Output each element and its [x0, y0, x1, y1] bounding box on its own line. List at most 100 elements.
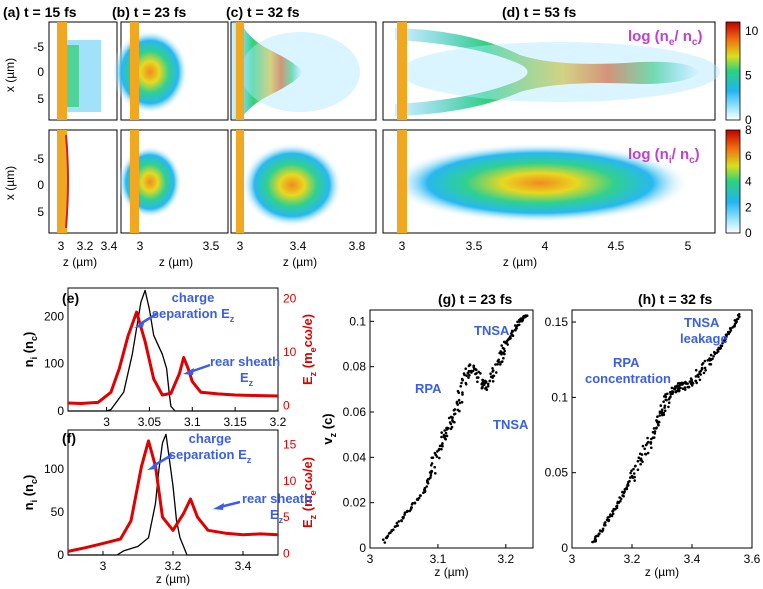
panel-h-point — [621, 490, 624, 494]
panel-g-xtick-2: 3.2 — [497, 552, 514, 566]
xtick-c-1: 3.4 — [290, 239, 307, 253]
panel-e-ytick-left-0: 0 — [57, 404, 64, 418]
panel-g-xtick-1: 3.1 — [430, 552, 447, 566]
panel-f-ytick-left-2: 100 — [44, 462, 64, 476]
panel-g-point — [453, 412, 457, 416]
panel-h-point — [699, 373, 702, 376]
title-b: (b) t = 23 fs — [112, 4, 187, 20]
panel-h-point — [636, 459, 640, 463]
annot-g-tnsa-bottom: TNSA — [493, 417, 529, 432]
panel-g-point — [499, 363, 502, 366]
panel-a-top-foil — [57, 22, 67, 120]
panel-h-point — [704, 369, 707, 372]
panel-h-xlabel: z (µm) — [645, 565, 679, 579]
panel-g-point — [451, 418, 454, 422]
annot-h-concentration: concentration — [585, 371, 671, 386]
panel-h-point — [647, 440, 650, 444]
panel-g-point — [445, 434, 449, 438]
panel-h-point — [683, 388, 687, 391]
panel-g-point — [467, 364, 471, 368]
panel-g-point — [430, 469, 433, 473]
annot-f-sheath-e: Ez — [270, 507, 284, 525]
panel-h-point — [597, 532, 601, 536]
panel-h-point — [683, 386, 687, 389]
panel-f-series-n_i — [68, 433, 278, 556]
xlabel-c: z (µm) — [283, 255, 317, 269]
xtick-d-2: 4 — [542, 239, 549, 253]
panel-h-point — [658, 414, 661, 417]
panel-h-point — [644, 452, 647, 456]
panel-h-point — [643, 447, 646, 451]
panel-h-point — [713, 350, 716, 354]
panel-f-ytick-right-1: 5 — [283, 510, 290, 524]
annot-h-tnsa: TNSA — [684, 315, 720, 330]
panel-e-ytick-right-1: 10 — [283, 345, 297, 359]
annot-e-charge: charge — [172, 290, 215, 305]
panel-h-point — [622, 494, 625, 498]
panel-h-point — [700, 368, 704, 371]
title-a: (a) t = 15 fs — [3, 4, 77, 20]
panel-h-point — [694, 368, 698, 372]
panel-e: 3 3.05 3.1 3.15 3.2 0 100 200 0 10 20 ni (nc) Ez (me… — [21, 287, 318, 429]
colorbar-top-ticks: 0 5 10 — [745, 24, 759, 127]
panel-g-point — [449, 415, 453, 419]
xtick-d-3: 4.5 — [608, 239, 625, 253]
xtick-a-1: 3.2 — [77, 239, 94, 253]
xtick-d-1: 3.5 — [466, 239, 483, 253]
ylabel-a-bottom: x (µm) — [3, 166, 17, 200]
ylabel-a-top: x (µm) — [3, 58, 17, 92]
panel-g-point — [415, 498, 419, 501]
panel-e-xtick-2: 3.1 — [184, 415, 201, 429]
panel-h-point — [672, 390, 675, 394]
panel-c-bottom-frame — [230, 129, 377, 234]
panel-f-xlabel: z (µm) — [156, 572, 190, 586]
panel-g-point — [441, 442, 444, 445]
xlabel-d: z (µm) — [503, 255, 537, 269]
panel-g-point — [438, 456, 441, 460]
panel-g-point — [443, 437, 447, 440]
panel-h-point — [646, 451, 650, 455]
title-g: (g) t = 23 fs — [438, 291, 513, 307]
panel-g-point — [405, 510, 409, 513]
panel-f-series-E_z — [67, 439, 279, 553]
panel-g-point — [395, 521, 399, 525]
panel-h-point — [633, 464, 637, 468]
panel-g-point — [525, 314, 529, 318]
arrow-f-2-head — [213, 503, 224, 510]
annot-g-tnsa-top: TNSA — [474, 323, 510, 338]
panel-h-ytick-2: 0.1 — [551, 390, 568, 404]
panel-g-point — [440, 435, 443, 439]
panel-a-top-electrons-core — [67, 45, 79, 107]
panel-h-point — [646, 436, 649, 440]
panel-h-point — [694, 379, 698, 383]
panel-g-point — [458, 409, 461, 413]
panel-h-point — [691, 382, 695, 385]
annot-e-rear-sheath: rear sheath — [210, 354, 280, 369]
panel-d: log (ne/ nc) log (ni/ nc) 3 3.5 4 4.5 5 … — [382, 21, 759, 269]
panel-g-point — [440, 444, 443, 448]
panel-b-bottom-plume — [118, 146, 182, 218]
panel-b-top-foil — [130, 22, 139, 120]
panel-g-point — [448, 421, 452, 424]
panel-h-point — [619, 499, 622, 503]
panel-g-point — [464, 381, 468, 385]
panel-a-ion-front — [65, 134, 69, 229]
panel-g-ytick-4: 0.08 — [343, 360, 367, 374]
panel-h-point — [708, 357, 711, 360]
panel-h-point — [698, 370, 701, 374]
panel-h-point — [611, 510, 614, 513]
panel-h-point — [697, 375, 700, 379]
panel-h-point — [694, 375, 698, 378]
panel-g-point — [461, 391, 464, 394]
panel-g-point — [486, 384, 490, 388]
panel-g-point — [517, 323, 521, 327]
panel-e-ytick-right-0: 0 — [283, 399, 290, 413]
panel-g-point — [457, 391, 461, 395]
panel-e-xtick-4: 3.2 — [270, 415, 287, 429]
xtick-d-0: 3 — [399, 239, 406, 253]
panel-g-point — [484, 380, 488, 384]
panel-g-point — [494, 363, 497, 366]
panel-h-point — [689, 377, 693, 380]
panel-g-point — [455, 400, 459, 404]
panel-g-point — [411, 502, 415, 505]
